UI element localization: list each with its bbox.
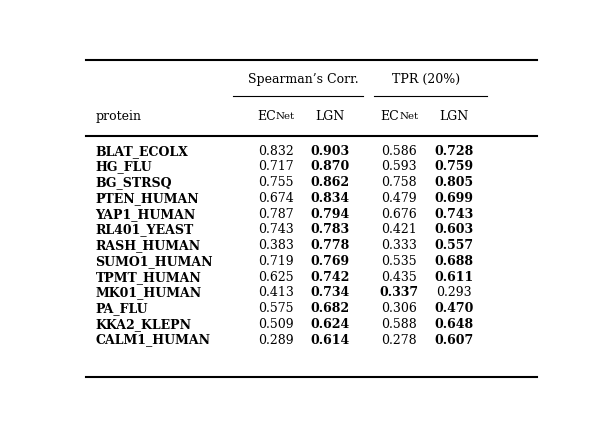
Text: 0.903: 0.903 [311, 145, 350, 158]
Text: 0.759: 0.759 [434, 161, 473, 173]
Text: MK01_HUMAN: MK01_HUMAN [95, 286, 201, 299]
Text: 0.607: 0.607 [434, 334, 473, 347]
Text: 0.289: 0.289 [258, 334, 294, 347]
Text: 0.614: 0.614 [311, 334, 350, 347]
Text: YAP1_HUMAN: YAP1_HUMAN [95, 207, 196, 221]
Text: 0.586: 0.586 [381, 145, 417, 158]
Text: 0.682: 0.682 [311, 302, 350, 315]
Text: Net: Net [276, 112, 295, 121]
Text: 0.509: 0.509 [258, 318, 294, 331]
Text: TPR (20%): TPR (20%) [392, 72, 460, 86]
Text: CALM1_HUMAN: CALM1_HUMAN [95, 334, 211, 347]
Text: 0.603: 0.603 [434, 223, 473, 236]
Text: 0.862: 0.862 [311, 176, 350, 189]
Text: KKA2_KLEPN: KKA2_KLEPN [95, 318, 192, 331]
Text: BLAT_ECOLX: BLAT_ECOLX [95, 145, 188, 158]
Text: Net: Net [399, 112, 418, 121]
Text: EC: EC [380, 110, 399, 123]
Text: PA_FLU: PA_FLU [95, 302, 148, 315]
Text: 0.470: 0.470 [434, 302, 473, 315]
Text: 0.611: 0.611 [434, 271, 473, 284]
Text: 0.413: 0.413 [258, 286, 294, 299]
Text: 0.648: 0.648 [434, 318, 473, 331]
Text: RL401_YEAST: RL401_YEAST [95, 223, 194, 236]
Text: 0.557: 0.557 [434, 239, 473, 252]
Text: 0.293: 0.293 [436, 286, 471, 299]
Text: 0.758: 0.758 [381, 176, 417, 189]
Text: 0.278: 0.278 [381, 334, 417, 347]
Text: 0.535: 0.535 [381, 255, 417, 268]
Text: SUMO1_HUMAN: SUMO1_HUMAN [95, 255, 213, 268]
Text: 0.743: 0.743 [434, 207, 473, 221]
Text: 0.699: 0.699 [434, 192, 473, 205]
Text: 0.479: 0.479 [381, 192, 417, 205]
Text: HG_FLU: HG_FLU [95, 161, 152, 173]
Text: 0.783: 0.783 [311, 223, 350, 236]
Text: PTEN_HUMAN: PTEN_HUMAN [95, 192, 199, 205]
Text: 0.834: 0.834 [311, 192, 350, 205]
Text: LGN: LGN [439, 110, 468, 123]
Text: 0.337: 0.337 [379, 286, 419, 299]
Text: 0.421: 0.421 [381, 223, 417, 236]
Text: 0.625: 0.625 [258, 271, 294, 284]
Text: 0.624: 0.624 [311, 318, 350, 331]
Text: 0.674: 0.674 [258, 192, 294, 205]
Text: BG_STRSQ: BG_STRSQ [95, 176, 172, 189]
Text: 0.769: 0.769 [311, 255, 350, 268]
Text: 0.717: 0.717 [258, 161, 294, 173]
Text: 0.734: 0.734 [311, 286, 350, 299]
Text: 0.333: 0.333 [381, 239, 417, 252]
Text: 0.719: 0.719 [258, 255, 294, 268]
Text: 0.832: 0.832 [258, 145, 294, 158]
Text: 0.755: 0.755 [258, 176, 294, 189]
Text: 0.676: 0.676 [381, 207, 417, 221]
Text: TPMT_HUMAN: TPMT_HUMAN [95, 271, 201, 284]
Text: 0.742: 0.742 [310, 271, 350, 284]
Text: 0.870: 0.870 [311, 161, 350, 173]
Text: 0.593: 0.593 [381, 161, 417, 173]
Text: LGN: LGN [316, 110, 345, 123]
Text: 0.306: 0.306 [381, 302, 417, 315]
Text: 0.383: 0.383 [258, 239, 294, 252]
Text: protein: protein [95, 110, 141, 123]
Text: 0.805: 0.805 [434, 176, 473, 189]
Text: 0.688: 0.688 [434, 255, 473, 268]
Text: 0.588: 0.588 [381, 318, 417, 331]
Text: 0.575: 0.575 [258, 302, 294, 315]
Text: EC: EC [257, 110, 276, 123]
Text: 0.435: 0.435 [381, 271, 417, 284]
Text: 0.743: 0.743 [258, 223, 294, 236]
Text: 0.778: 0.778 [311, 239, 350, 252]
Text: 0.728: 0.728 [434, 145, 473, 158]
Text: RASH_HUMAN: RASH_HUMAN [95, 239, 201, 252]
Text: Spearman’s Corr.: Spearman’s Corr. [248, 72, 359, 86]
Text: 0.794: 0.794 [311, 207, 350, 221]
Text: 0.787: 0.787 [258, 207, 294, 221]
